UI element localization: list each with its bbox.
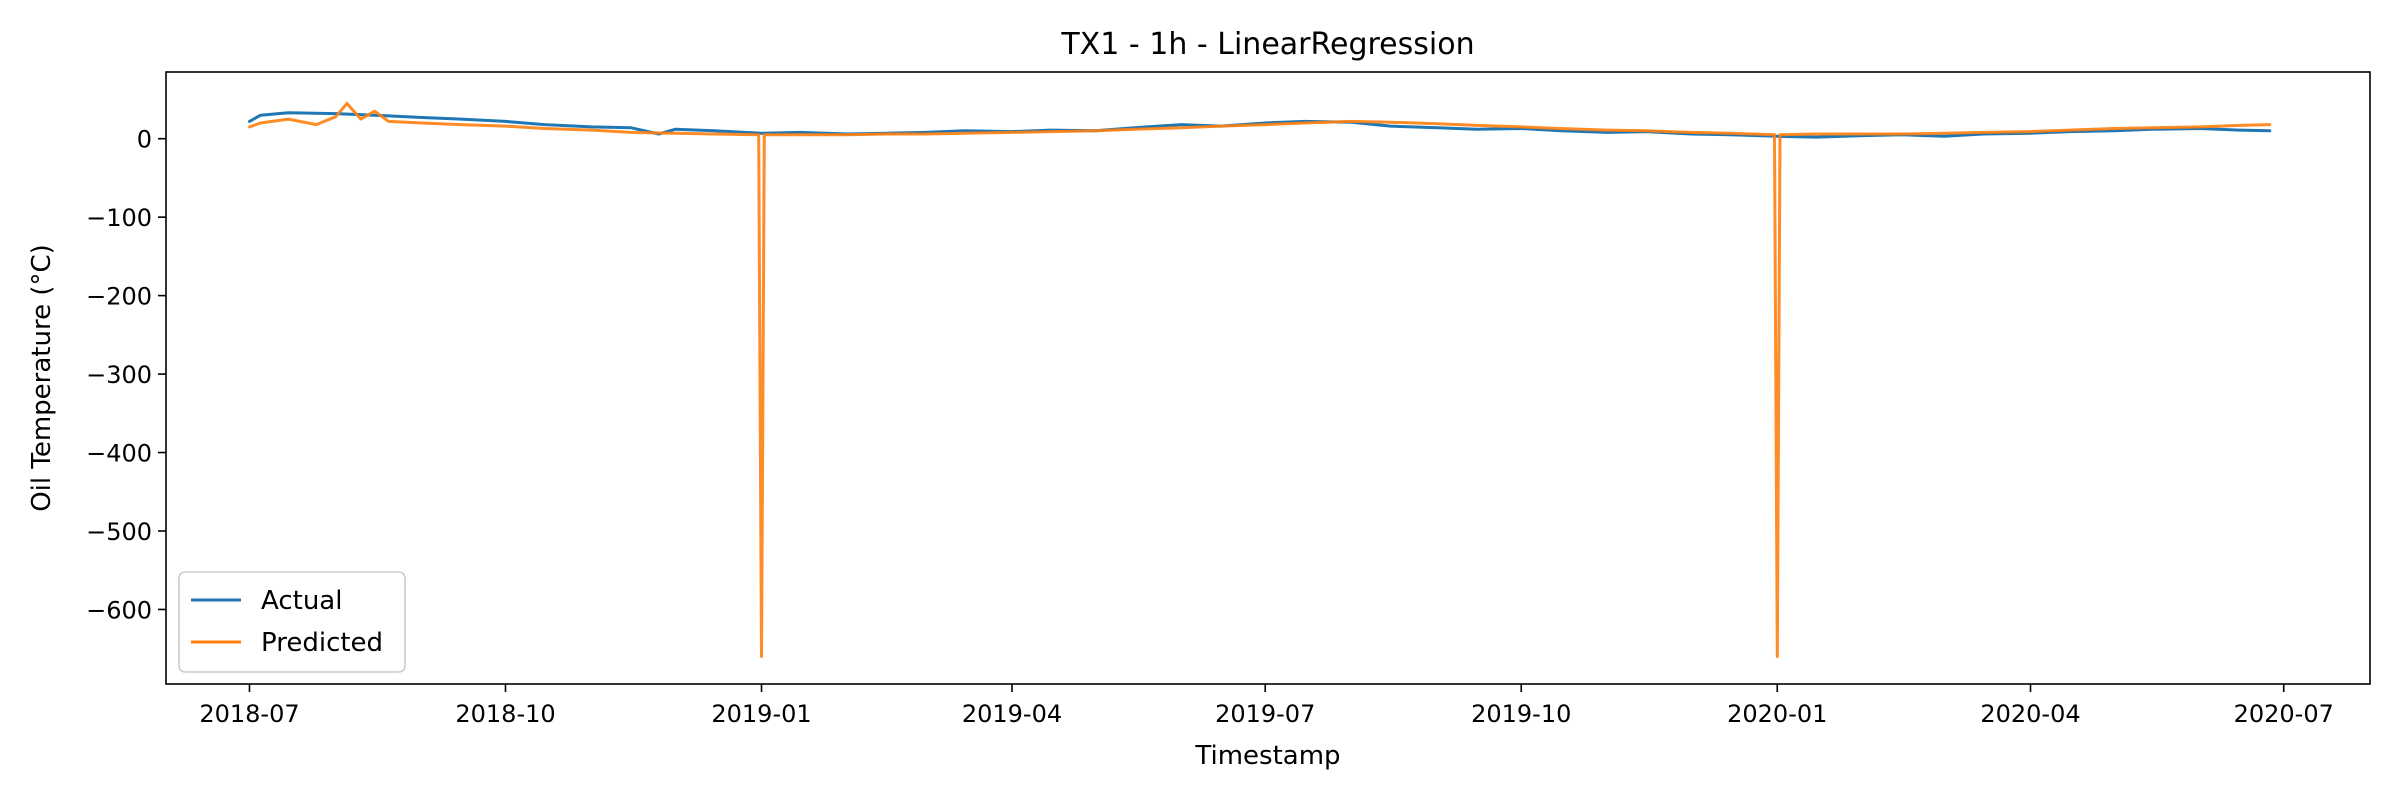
x-tick-label: 2019-10 bbox=[1471, 700, 1571, 728]
y-tick-label: −100 bbox=[86, 204, 152, 232]
plot-area-frame bbox=[165, 71, 2371, 685]
y-tick-label: −600 bbox=[86, 596, 152, 624]
y-axis-label: Oil Temperature (°C) bbox=[27, 244, 57, 512]
x-axis-ticks: 2018-07 2018-10 2019-01 2019-04 2019-07 2019-… bbox=[199, 684, 2334, 728]
y-tick-label: −200 bbox=[86, 283, 152, 311]
series-line-predicted bbox=[248, 101, 2272, 658]
x-tick-label: 2020-07 bbox=[2234, 700, 2334, 728]
x-tick-label: 2018-10 bbox=[455, 700, 555, 728]
chart-title: TX1 - 1h - LinearRegression bbox=[1060, 27, 1474, 62]
legend-label-predicted: Predicted bbox=[261, 628, 383, 658]
x-tick-label: 2020-01 bbox=[1727, 700, 1827, 728]
legend-label-actual: Actual bbox=[261, 586, 342, 616]
series-layer bbox=[248, 101, 2272, 658]
y-tick-label: −500 bbox=[86, 518, 152, 546]
x-tick-label: 2018-07 bbox=[199, 700, 299, 728]
legend-box bbox=[178, 571, 406, 673]
x-tick-label: 2019-04 bbox=[962, 700, 1062, 728]
y-axis-ticks: 0 −100 −200 −300 −400 −500 −600 bbox=[86, 126, 166, 624]
legend: Actual Predicted bbox=[178, 571, 406, 673]
x-tick-label: 2020-04 bbox=[1980, 700, 2080, 728]
x-axis-label: Timestamp bbox=[1194, 741, 1340, 771]
x-tick-label: 2019-07 bbox=[1215, 700, 1315, 728]
y-tick-label: −400 bbox=[86, 440, 152, 468]
y-tick-label: 0 bbox=[137, 126, 152, 154]
x-tick-label: 2019-01 bbox=[711, 700, 811, 728]
y-tick-label: −300 bbox=[86, 361, 152, 389]
